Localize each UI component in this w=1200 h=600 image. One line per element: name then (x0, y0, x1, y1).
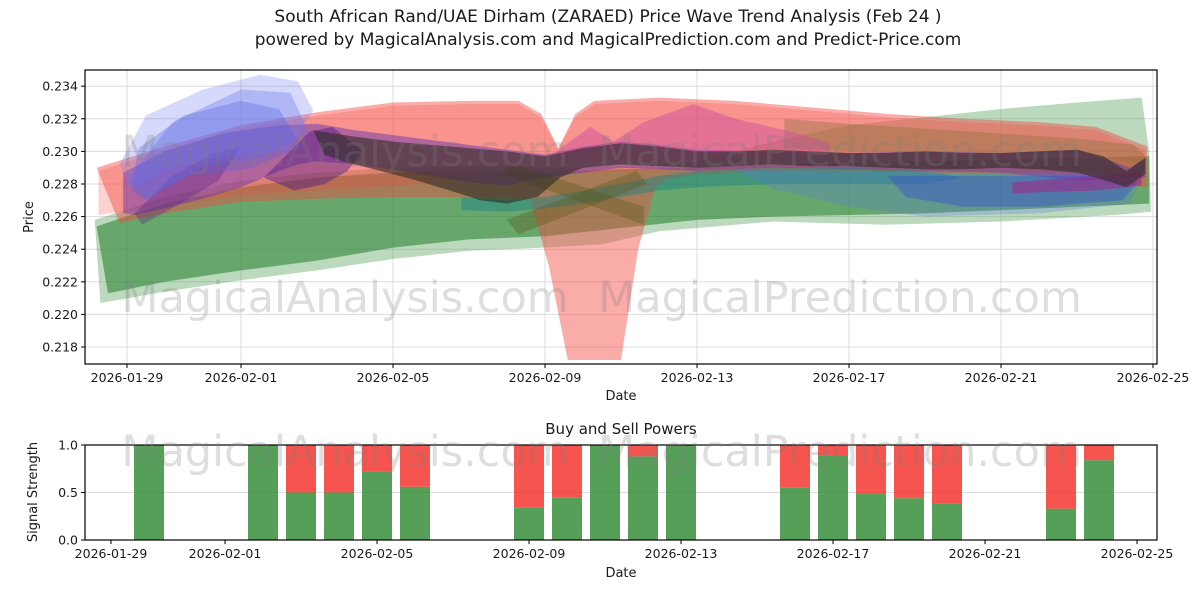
price-x-tick-label: 2026-02-25 (1117, 370, 1190, 385)
buy-bar (362, 471, 392, 540)
green-main-band (96, 156, 1150, 294)
signal-chart-title: Buy and Sell Powers (545, 420, 697, 438)
price-x-tick-label: 2026-02-13 (661, 370, 734, 385)
signal-x-tick-label: 2026-01-29 (75, 546, 148, 561)
buy-bar (590, 445, 620, 540)
price-x-tick-label: 2026-02-05 (357, 370, 430, 385)
buy-bar (818, 455, 848, 540)
purple-left-streak (134, 146, 241, 225)
watermark-layer: MagicalAnalysis.com MagicalPrediction.com… (121, 127, 1082, 477)
signal-y-tick-label: 0.0 (58, 533, 78, 548)
buy-bar (552, 497, 582, 540)
buy-bar (780, 487, 810, 540)
wave-bands (94, 74, 1152, 360)
dark-central-band (313, 130, 1146, 204)
sell-bar (894, 445, 924, 499)
buy-bar (286, 492, 316, 540)
sell-bar (400, 445, 430, 487)
buy-bar (628, 456, 658, 540)
watermark-price: MagicalAnalysis.com (121, 273, 568, 323)
sell-bar (1046, 445, 1076, 509)
price-y-tick-label: 0.224 (42, 242, 78, 257)
price-y-tick-label: 0.234 (42, 79, 78, 94)
watermark-price: MagicalPrediction.com (598, 127, 1082, 177)
buy-bar (134, 445, 164, 540)
signal-x-tick-label: 2026-02-17 (797, 546, 870, 561)
signal-x-tick-label: 2026-02-05 (341, 546, 414, 561)
signal-y-tick-label: 1.0 (58, 438, 78, 453)
buy-bar (666, 445, 696, 540)
sell-bar (552, 445, 582, 498)
price-y-tick-label: 0.218 (42, 340, 78, 355)
watermark-price: MagicalAnalysis.com (121, 127, 568, 177)
price-y-tick-label: 0.226 (42, 209, 78, 224)
sell-bar (856, 445, 886, 494)
sell-bar (932, 445, 962, 504)
sell-bar (818, 445, 848, 456)
sell-bar (1084, 445, 1114, 461)
watermark-signal: MagicalAnalysis.com (121, 427, 568, 477)
sell-bar (514, 445, 544, 508)
price-xaxis-title: Date (605, 389, 636, 404)
price-x-tick-label: 2026-02-01 (205, 370, 278, 385)
teal-band (461, 167, 963, 212)
price-chart: 0.218 0.220 0.222 0.224 0.226 0.228 0.230 0.232… (22, 69, 1190, 404)
buy-bar (514, 507, 544, 540)
sell-bar (286, 445, 316, 493)
buy-bar (894, 498, 924, 540)
signal-y-tick-label: 0.5 (58, 485, 78, 500)
price-yaxis-title: Price (22, 201, 37, 233)
signal-x-tick-label: 2026-02-25 (1101, 546, 1174, 561)
signal-xaxis-title: Date (605, 566, 636, 581)
blue-left-layer-2 (127, 89, 310, 201)
price-x-tick-label: 2026-02-21 (965, 370, 1038, 385)
watermark-price: MagicalPrediction.com (598, 273, 1082, 323)
signal-x-tick-label: 2026-02-13 (645, 546, 718, 561)
price-y-tick-label: 0.230 (42, 144, 78, 159)
sell-bar (362, 445, 392, 472)
figure-title-line-1: South African Rand/UAE Dirham (ZARAED) P… (274, 7, 941, 27)
signal-yaxis-title: Signal Strength (26, 442, 41, 542)
signal-chart: Buy and Sell Powers 0.0 0.5 1.0 2026-01-29 20… (26, 420, 1173, 581)
buy-bar (400, 486, 430, 540)
sell-bar (324, 445, 354, 493)
price-y-tick-label: 0.228 (42, 177, 78, 192)
price-x-tick-label: 2026-01-29 (91, 370, 164, 385)
signal-x-tick-label: 2026-02-01 (189, 546, 262, 561)
price-y-tick-label: 0.220 (42, 307, 78, 322)
buy-bar (324, 492, 354, 540)
signal-x-tick-label: 2026-02-09 (493, 546, 566, 561)
price-x-tick-label: 2026-02-17 (813, 370, 886, 385)
blue-left-layer-3 (130, 100, 302, 201)
watermark-signal: MagicalPrediction.com (598, 427, 1082, 477)
buy-bar (248, 445, 278, 540)
price-y-tick-label: 0.222 (42, 274, 78, 289)
buy-bar (1084, 460, 1114, 540)
sell-bar (628, 445, 658, 457)
buy-bar (932, 503, 962, 540)
price-x-tick-label: 2026-02-09 (509, 370, 582, 385)
blue-left-layer-1 (119, 74, 314, 189)
figure-title-line-2: powered by MagicalAnalysis.com and Magic… (255, 30, 962, 50)
dip-streak-b (507, 171, 648, 235)
buy-bar (1046, 508, 1076, 540)
price-y-tick-label: 0.232 (42, 111, 78, 126)
signal-x-tick-label: 2026-02-21 (949, 546, 1022, 561)
sell-bar (780, 445, 810, 488)
buy-bar (856, 493, 886, 540)
